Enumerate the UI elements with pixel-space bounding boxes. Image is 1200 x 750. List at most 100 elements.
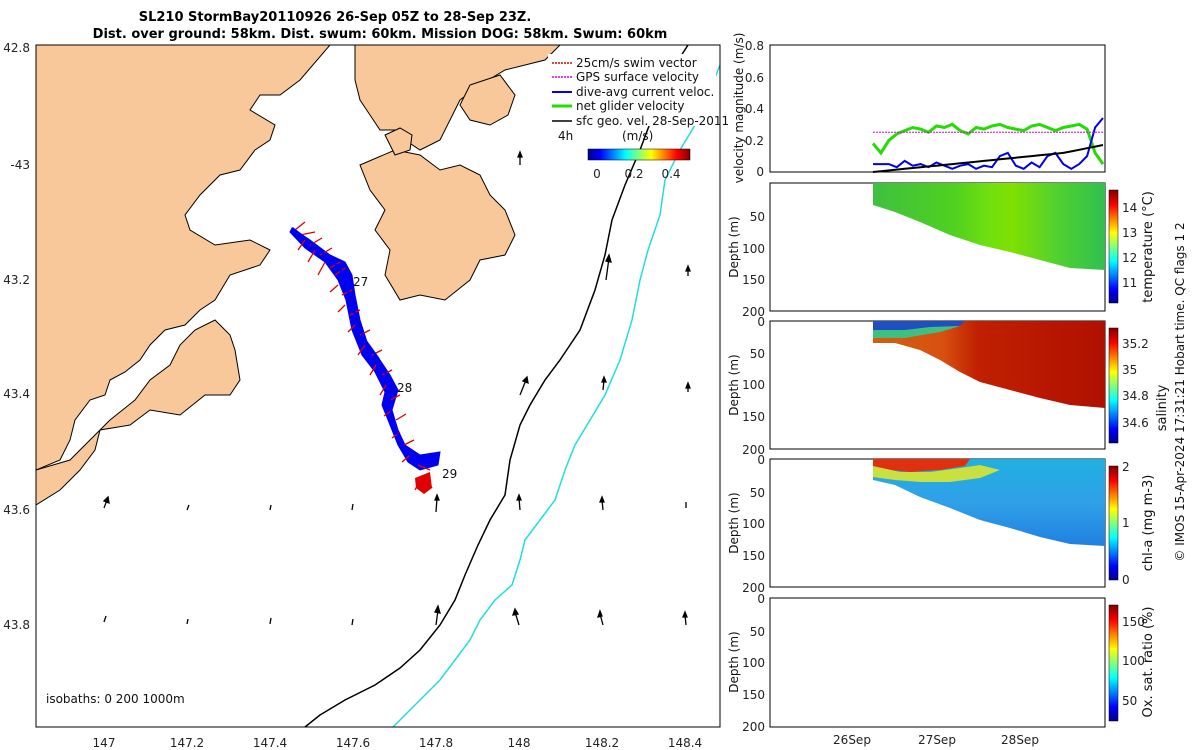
time-axis: 26Sep 27Sep 28Sep	[833, 733, 1039, 747]
map-ytick: 43.8	[3, 618, 30, 632]
vel-ytick: 0.2	[745, 134, 764, 148]
sal-ytick: 50	[750, 347, 765, 361]
speed-colorbar	[587, 148, 691, 161]
map-y-ticks: 42.8 -43 43.2 43.4 43.6 43.8	[3, 41, 30, 632]
velocity-frame	[769, 44, 1106, 173]
temperature-colorbar	[1108, 189, 1119, 304]
temperature-section	[873, 183, 1105, 270]
temp-cbar-tick: 13	[1122, 226, 1137, 240]
time-tick: 28Sep	[1001, 733, 1039, 747]
dive-avg-current-band	[289, 227, 441, 471]
sal-ytick: 200	[742, 443, 765, 457]
credit-text: © IMOS 15-Apr-2024 17:31:21 Hobart time.…	[1173, 222, 1187, 561]
colorbar-tick: 0.2	[624, 167, 643, 181]
geo-arrow	[102, 495, 110, 509]
glider-track-group	[289, 221, 441, 494]
sal-cbar-tick: 34.8	[1122, 389, 1149, 403]
oxygen-cbar-label: Ox. sat. ratio (%)	[1141, 607, 1156, 718]
geo-arrow	[599, 495, 605, 511]
colorbar-units: (m/s)	[622, 129, 653, 143]
map-xtick: 148	[508, 736, 531, 750]
vel-ytick: 0.4	[745, 102, 764, 116]
map-frame	[35, 44, 721, 728]
isobath-1000m	[392, 64, 721, 728]
chl-cbar-tick: 2	[1122, 460, 1130, 474]
map-ytick: 43.4	[3, 387, 30, 401]
map-xtick: 147	[93, 736, 116, 750]
temp-ytick: 50	[750, 210, 765, 224]
vel-ytick: 0.6	[745, 71, 764, 85]
chlorophyll-panel: 0 50 100 150 200 Depth (m) 0 1 2 chl-a (…	[727, 453, 1156, 595]
map-xtick: 147.6	[336, 736, 370, 750]
sfc-geo-arrows	[102, 150, 691, 626]
legend-label-net: net glider velocity	[576, 99, 684, 113]
chl-cbar-tick: 1	[1122, 516, 1130, 530]
geo-arrow	[351, 618, 354, 626]
map-xtick: 147.8	[419, 736, 453, 750]
land-west	[36, 45, 331, 471]
salinity-panel: 0 50 100 150 200 Depth (m) 34.6 34.8 35 …	[727, 315, 1170, 457]
title-line-1: SL210 StormBay20110926 26-Sep 05Z to 28-…	[139, 10, 532, 25]
time-tick: 26Sep	[833, 733, 871, 747]
temp-ytick: 100	[742, 242, 765, 256]
glider-track-line	[291, 227, 431, 462]
map-ytick: -43	[10, 158, 30, 172]
map-xtick: 148.2	[585, 736, 619, 750]
map-ytick: 43.6	[3, 503, 30, 517]
ox-ytick: 50	[750, 625, 765, 639]
geo-arrow	[516, 493, 522, 511]
geo-arrow	[685, 264, 691, 276]
chl-cbar-tick: 0	[1122, 573, 1130, 587]
legend-label-dive: dive-avg current veloc.	[576, 85, 714, 99]
land-southwest	[36, 319, 241, 506]
chl-ytick: 100	[742, 517, 765, 531]
chlorophyll-colorbar	[1108, 465, 1119, 581]
geo-arrow	[512, 607, 520, 626]
velocity-series	[871, 117, 1105, 173]
velocity-line-net-glider-velocity	[871, 122, 1105, 165]
geo-arrow	[519, 375, 529, 396]
ox-ytick: 100	[742, 656, 765, 670]
chl-ytick: 0	[757, 453, 765, 467]
sal-ytick: 0	[757, 315, 765, 329]
geo-arrow	[597, 609, 604, 626]
ox-cbar-tick: 100	[1122, 654, 1145, 668]
oxygen-panel: 0 50 100 150 200 Depth (m) 50 100 150 Ox…	[727, 592, 1156, 734]
geo-arrow	[517, 150, 523, 165]
isobaths-label: isobaths: 0 200 1000m	[46, 692, 185, 706]
ox-cbar-tick: 150	[1122, 615, 1145, 629]
map-x-ticks: 147 147.2 147.4 147.6 147.8 148 148.2 14…	[93, 736, 703, 750]
oxygen-frame	[769, 597, 1106, 728]
map-legend: 25cm/s swim vector GPS surface velocity …	[548, 54, 729, 181]
geo-arrow	[601, 375, 607, 391]
chlorophyll-cbar-label: chl-a (mg m-3)	[1141, 475, 1156, 572]
map-xtick: 148.4	[668, 736, 702, 750]
ox-cbar-tick: 50	[1122, 694, 1137, 708]
oxygen-ylabel: Depth (m)	[727, 631, 741, 692]
temperature-panel: 50 100 150 200 Depth (m) 11 12 13 14 tem…	[727, 182, 1156, 319]
temp-cbar-tick: 14	[1122, 201, 1137, 215]
salinity-cbar-label: salinity	[1155, 384, 1170, 431]
land-group	[36, 45, 561, 506]
legend-label-gps: GPS surface velocity	[576, 70, 699, 84]
map-xtick: 147.4	[253, 736, 287, 750]
land-northeast	[354, 45, 561, 151]
time-tick: 27Sep	[918, 733, 956, 747]
isobath-200m	[304, 44, 689, 728]
day-label-28: 28	[397, 381, 412, 395]
geo-arrow	[434, 604, 441, 626]
geo-arrow	[186, 504, 190, 511]
sal-cbar-tick: 35.2	[1122, 337, 1149, 351]
geo-arrow	[605, 253, 612, 281]
map-xtick: 147.2	[170, 736, 204, 750]
map-ytick: 43.2	[3, 273, 30, 287]
velocity-ylabel: velocity magnitude (m/s)	[732, 33, 746, 184]
vel-ytick: 0	[756, 165, 764, 179]
chlorophyll-ylabel: Depth (m)	[727, 492, 741, 553]
colorbar-tick: 0	[593, 167, 601, 181]
geo-arrow	[682, 610, 688, 626]
legend-vector-duration: 4h	[558, 129, 573, 143]
ox-ytick: 200	[742, 720, 765, 734]
chl-ytick: 200	[742, 581, 765, 595]
sal-cbar-tick: 34.6	[1122, 416, 1149, 430]
